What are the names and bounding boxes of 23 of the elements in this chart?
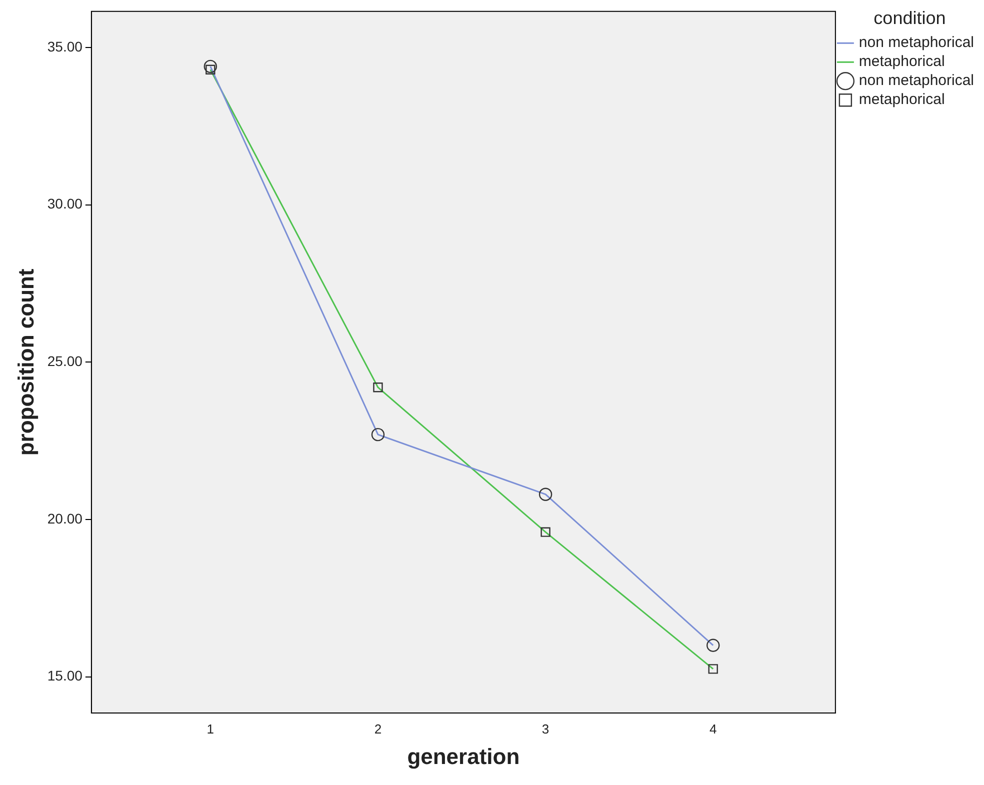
x-tick-label: 4 [709,721,717,736]
x-tick-label: 1 [206,721,214,736]
x-axis-title: generation [407,744,520,769]
legend-label: metaphorical [858,91,945,108]
point [708,664,718,674]
legend-label: metaphorical [858,53,945,70]
y-tick-label: 25.00 [47,353,83,370]
legend-title: condition [874,8,946,28]
point [204,60,218,74]
point [538,488,552,501]
point [371,428,385,442]
y-tick-label: 35.00 [47,38,83,54]
y-tick-label: 20.00 [47,510,83,526]
point [373,382,383,392]
y-tick-label: 30.00 [47,196,83,212]
x-tick-label: 2 [374,721,382,736]
legend-label: non metaphorical [858,72,974,90]
point [706,638,720,652]
x-tick-label: 3 [542,721,550,736]
point [540,527,550,537]
legend-label: non metaphorical [858,34,974,52]
y-axis-title: proposition count [13,268,38,456]
y-tick-label: 15.00 [47,668,83,684]
